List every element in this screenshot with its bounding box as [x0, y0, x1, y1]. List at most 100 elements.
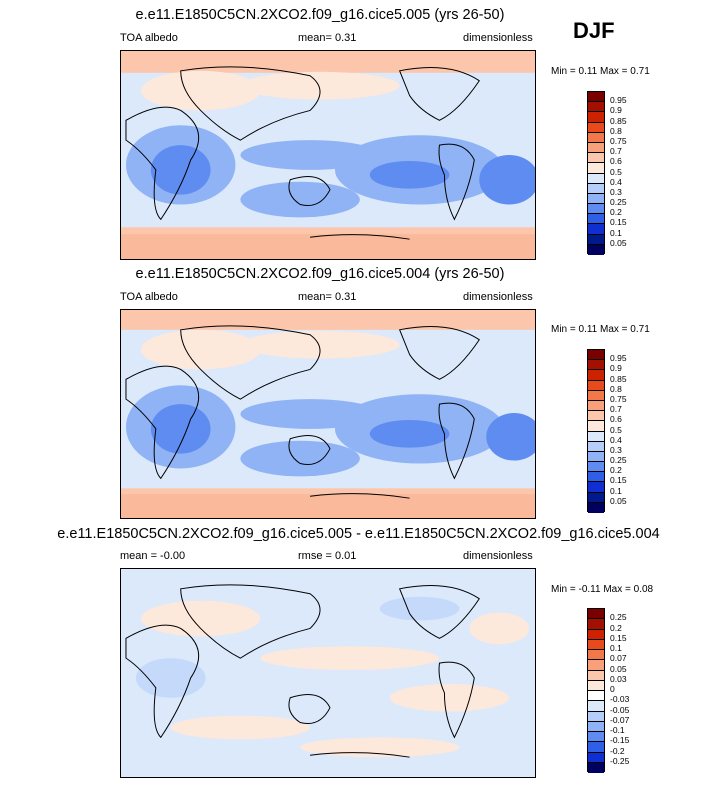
colorbar-tick-label: 0.3: [610, 444, 622, 455]
panel-1-map: [120, 50, 536, 260]
colorbar-tick-label: 0.4: [610, 176, 622, 187]
colorbar-swatch: [588, 660, 604, 671]
colorbar-tick-label: 0: [610, 684, 615, 694]
colorbar-swatch: [588, 183, 604, 194]
season-label: DJF: [573, 18, 615, 43]
colorbar-swatch: [588, 244, 604, 255]
colorbar-swatch: [588, 482, 604, 493]
colorbar-tick-label: 0.2: [610, 207, 622, 218]
colorbar-swatch: [588, 193, 604, 205]
colorbar-tick-label: -0.07: [610, 714, 630, 725]
colorbar-swatch: [588, 492, 604, 503]
colorbar-tick-label: 0.9: [610, 105, 622, 116]
colorbar-tick-label: 0.25: [610, 455, 627, 466]
colorbar-swatch: [588, 173, 604, 184]
colorbar-tick-label: 0.6: [610, 156, 622, 167]
panel-1-colorbar: [587, 91, 605, 255]
colorbar-swatch: [588, 639, 604, 650]
colorbar-swatch: [588, 350, 604, 361]
colorbar-swatch: [588, 502, 604, 513]
colorbar-tick-label: -0.1: [610, 725, 625, 735]
colorbar-tick-label: 0.5: [610, 424, 622, 435]
colorbar-swatch: [588, 370, 604, 381]
colorbar-tick-label: 0.1: [610, 643, 622, 653]
colorbar-swatch: [588, 112, 604, 123]
colorbar-swatch: [588, 360, 604, 371]
colorbar-tick-label: 0.75: [610, 135, 627, 146]
colorbar-swatch: [588, 163, 604, 174]
colorbar-swatch: [588, 680, 604, 691]
colorbar-tick-label: 0.85: [610, 373, 627, 384]
colorbar-swatch: [588, 411, 604, 422]
colorbar-tick-label: 0.5: [610, 166, 622, 177]
panel-2-title: e.e11.E1850C5CN.2XCO2.f09_g16.cice5.004 …: [135, 266, 505, 282]
colorbar-swatch: [588, 153, 604, 164]
panel-1-mean-label: mean= 0.31: [298, 32, 357, 44]
colorbar-swatch: [588, 132, 604, 143]
colorbar-swatch: [588, 92, 604, 103]
colorbar-tick-label: 0.85: [610, 115, 627, 126]
colorbar-swatch: [588, 102, 604, 113]
panel-2-units-label: dimensionless: [463, 291, 533, 303]
colorbar-swatch: [588, 204, 604, 215]
colorbar-tick-label: -0.05: [610, 704, 630, 715]
panel-2-colorbar: [587, 349, 605, 513]
colorbar-swatch: [588, 609, 604, 620]
panel-2-variable-label: TOA albedo: [120, 291, 178, 303]
colorbar-tick-label: 0.8: [610, 383, 622, 394]
panel-1-variable-label: TOA albedo: [120, 32, 178, 44]
colorbar-swatch: [588, 629, 604, 640]
colorbar-swatch: [588, 691, 604, 702]
colorbar-swatch: [588, 742, 604, 753]
colorbar-tick-label: 0.2: [610, 622, 622, 633]
colorbar-tick-label: 0.95: [610, 353, 627, 364]
colorbar-tick-label: 0.6: [610, 414, 622, 425]
colorbar-tick-label: 0.15: [610, 475, 627, 486]
colorbar-swatch: [588, 380, 604, 391]
panel-1-units-label: dimensionless: [463, 32, 533, 44]
colorbar-tick-label: -0.03: [610, 694, 630, 705]
colorbar-swatch: [588, 122, 604, 133]
panel-2-mean-label: mean= 0.31: [298, 291, 357, 303]
colorbar-tick-label: 0.05: [610, 237, 627, 248]
colorbar-tick-label: 0.05: [610, 663, 627, 674]
colorbar-tick-label: 0.95: [610, 95, 627, 106]
colorbar-tick-label: 0.03: [610, 673, 627, 684]
panel-1-title: e.e11.E1850C5CN.2XCO2.f09_g16.cice5.005 …: [135, 7, 505, 23]
colorbar-tick-label: 0.15: [610, 632, 627, 643]
colorbar-swatch: [588, 670, 604, 681]
colorbar-swatch: [588, 711, 604, 722]
colorbar-swatch: [588, 721, 604, 732]
colorbar-tick-label: 0.3: [610, 186, 622, 197]
colorbar-tick-label: -0.15: [610, 735, 630, 746]
colorbar-swatch: [588, 752, 604, 763]
colorbar-swatch: [588, 224, 604, 235]
colorbar-tick-label: 0.25: [610, 197, 627, 208]
colorbar-swatch: [588, 421, 604, 432]
colorbar-tick-label: 0.7: [610, 404, 622, 415]
panel-1-map-field: [121, 51, 535, 259]
colorbar-tick-label: 0.2: [610, 465, 622, 476]
colorbar-tick-label: 0.7: [610, 146, 622, 157]
panel-3-rmse-label: rmse = 0.01: [298, 550, 357, 562]
colorbar-swatch: [588, 762, 604, 773]
colorbar-tick-label: 0.15: [610, 217, 627, 228]
panel-3-map: [120, 568, 536, 778]
colorbar-tick-label: 0.05: [610, 495, 627, 506]
colorbar-tick-label: 0.8: [610, 125, 622, 136]
colorbar-swatch: [588, 701, 604, 712]
colorbar-swatch: [588, 142, 604, 154]
colorbar-tick-label: 0.25: [610, 612, 627, 623]
panel-3-map-field: [121, 569, 535, 777]
colorbar-swatch: [588, 650, 604, 661]
colorbar-swatch: [588, 472, 604, 483]
colorbar-swatch: [588, 214, 604, 225]
colorbar-tick-label: 0.1: [610, 227, 622, 238]
colorbar-swatch: [588, 234, 604, 245]
panel-3-colorbar: [587, 608, 605, 773]
panel-3-minmax: Min = -0.11 Max = 0.08: [551, 584, 654, 595]
colorbar-tick-label: 0.9: [610, 363, 622, 374]
colorbar-swatch: [588, 619, 604, 630]
panel-3-mean-label: mean = -0.00: [120, 550, 186, 562]
colorbar-swatch: [588, 431, 604, 442]
